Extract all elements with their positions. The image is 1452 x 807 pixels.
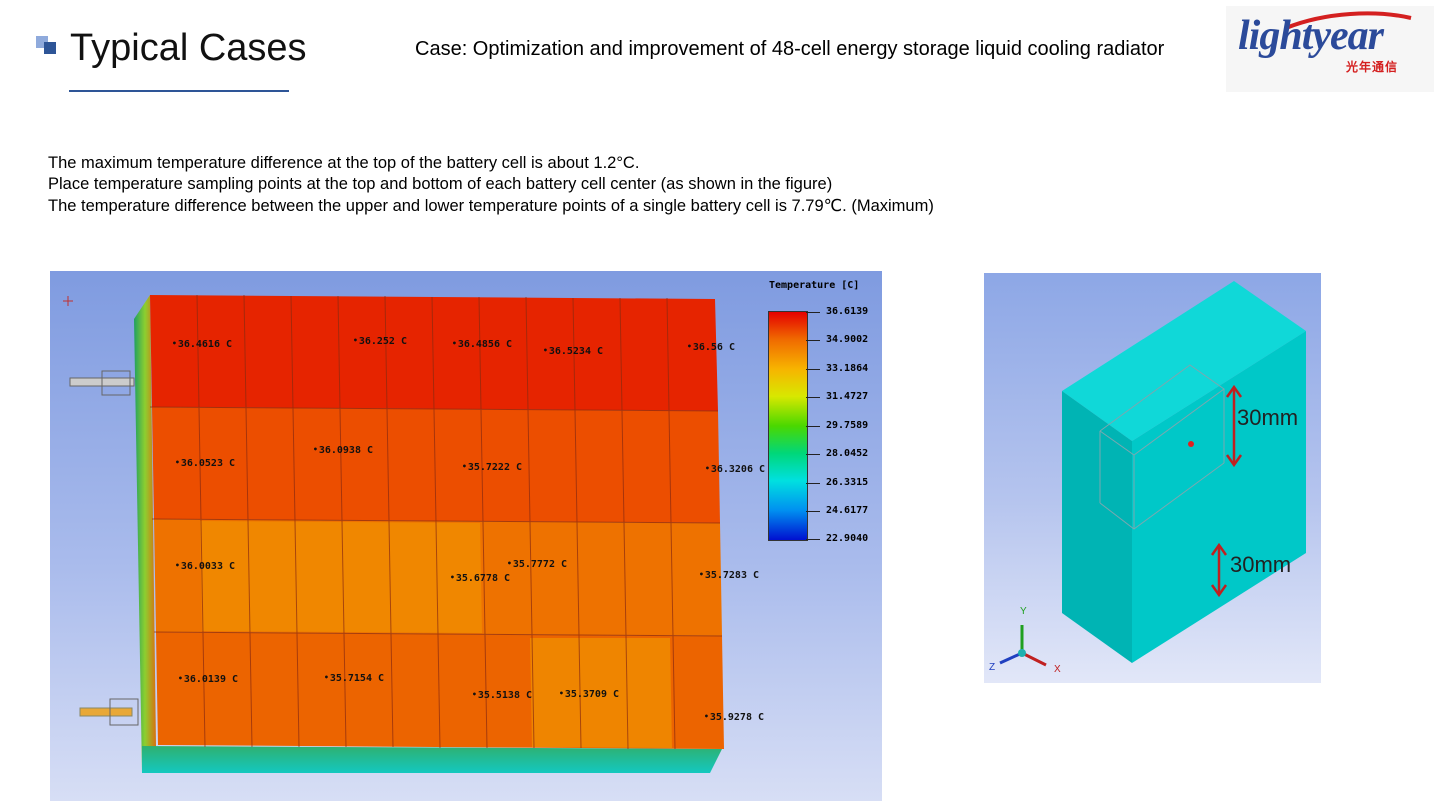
legend-title: Temperature [C] bbox=[769, 280, 860, 291]
title-squares-icon bbox=[36, 36, 56, 54]
legend-tick bbox=[806, 483, 820, 484]
page-title: Typical Cases bbox=[70, 27, 307, 69]
note-line: Place temperature sampling points at the… bbox=[48, 175, 833, 193]
legend-value: 36.6139 bbox=[826, 306, 869, 317]
temperature-probe: 36.0139 C bbox=[178, 674, 238, 685]
temperature-probe: 36.3206 C bbox=[705, 464, 765, 475]
battery-pack-render bbox=[63, 294, 724, 773]
temperature-probe: 35.7283 C bbox=[699, 570, 759, 581]
cell-detail-image: 30mm 30mm Y X Z bbox=[984, 273, 1321, 683]
company-logo: lightyear 光年通信 bbox=[1226, 6, 1434, 92]
legend-tick bbox=[806, 397, 820, 398]
logo-chinese-text: 光年通信 bbox=[1346, 60, 1399, 74]
legend-value: 24.6177 bbox=[826, 505, 869, 516]
dimension-label-bottom: 30mm bbox=[1230, 552, 1292, 577]
dimension-label-top: 30mm bbox=[1237, 405, 1299, 430]
legend-tick bbox=[806, 539, 820, 540]
legend-value: 28.0452 bbox=[826, 448, 869, 459]
legend-tick bbox=[806, 454, 820, 455]
temperature-probe: 36.4856 C bbox=[452, 339, 512, 350]
case-subtitle: Case: Optimization and improvement of 48… bbox=[415, 38, 1165, 60]
temperature-probe: 36.252 C bbox=[353, 336, 407, 347]
legend-tick bbox=[806, 511, 820, 512]
axis-z-label: Z bbox=[989, 662, 996, 673]
legend-value: 29.7589 bbox=[826, 420, 869, 431]
temperature-probe: 36.5234 C bbox=[543, 346, 603, 357]
logo-swoosh-icon bbox=[1285, 11, 1412, 30]
temperature-probe: 35.3709 C bbox=[559, 689, 619, 700]
temperature-probe: 36.56 C bbox=[687, 342, 735, 353]
temperature-probe: 36.0938 C bbox=[313, 445, 373, 456]
legend-tick bbox=[806, 312, 820, 313]
axis-y-label: Y bbox=[1020, 606, 1027, 617]
temperature-probe: 36.4616 C bbox=[172, 339, 232, 350]
legend-value: 31.4727 bbox=[826, 391, 869, 402]
title-underline bbox=[69, 90, 289, 92]
legend-value: 26.3315 bbox=[826, 477, 869, 488]
temperature-color-scale bbox=[768, 311, 808, 541]
temperature-probe: 35.7772 C bbox=[507, 559, 567, 570]
legend-value: 22.9040 bbox=[826, 533, 869, 544]
temperature-probe: 35.9278 C bbox=[704, 712, 764, 723]
legend-tick bbox=[806, 369, 820, 370]
logo-wordmark: lightyear bbox=[1238, 13, 1384, 59]
legend-tick bbox=[806, 340, 820, 341]
note-line: The maximum temperature difference at th… bbox=[48, 154, 640, 172]
temperature-simulation-image: 36.4616 C 36.252 C 36.4856 C 36.5234 C 3… bbox=[50, 271, 882, 801]
temperature-probe: 36.0523 C bbox=[175, 458, 235, 469]
temperature-probe: 35.6778 C bbox=[450, 573, 510, 584]
temperature-probe: 36.0033 C bbox=[175, 561, 235, 572]
legend-value: 34.9002 bbox=[826, 334, 869, 345]
temperature-probe: 35.7154 C bbox=[324, 673, 384, 684]
legend-tick bbox=[806, 426, 820, 427]
temperature-probe: 35.5138 C bbox=[472, 690, 532, 701]
battery-cell-render bbox=[999, 281, 1306, 667]
note-line: The temperature difference between the u… bbox=[48, 197, 934, 215]
legend-value: 33.1864 bbox=[826, 363, 869, 374]
temperature-probe: 35.7222 C bbox=[462, 462, 522, 473]
axis-x-label: X bbox=[1054, 664, 1061, 675]
